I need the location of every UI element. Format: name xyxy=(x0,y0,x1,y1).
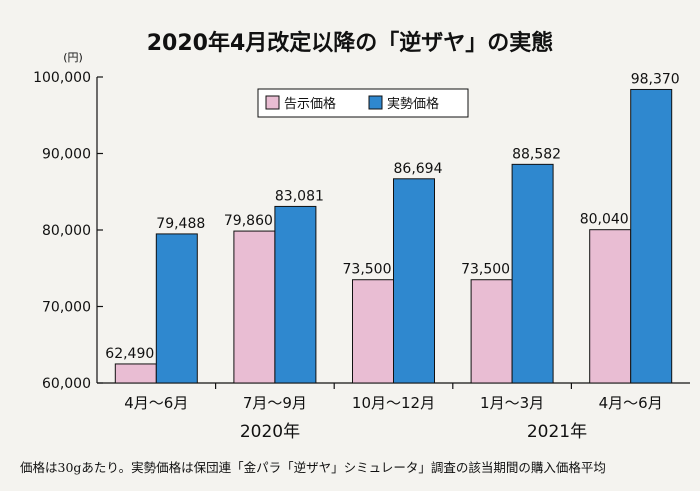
y-tick-label: 70,000 xyxy=(42,300,91,316)
data-label-notified: 79,860 xyxy=(224,213,273,229)
data-label-actual: 98,370 xyxy=(631,71,680,87)
category-label: 1月～3月 xyxy=(480,394,544,412)
y-tick-label: 60,000 xyxy=(42,376,91,392)
bar-actual-price xyxy=(155,233,198,384)
y-tick-label: 80,000 xyxy=(42,223,91,239)
legend-swatch-notified xyxy=(265,95,280,110)
legend-label-actual: 実勢価格 xyxy=(387,96,439,112)
data-label-actual: 83,081 xyxy=(275,188,324,204)
bar-notified-price xyxy=(352,279,394,384)
chart-title: 2020年4月改定以降の「逆ザヤ」の実態 xyxy=(147,30,554,56)
data-label-notified: 62,490 xyxy=(105,346,154,362)
legend-box xyxy=(257,88,469,118)
category-label: 4月～6月 xyxy=(599,394,663,412)
y-axis-unit: (円) xyxy=(63,51,83,64)
data-label-actual: 79,488 xyxy=(156,216,205,232)
data-label-notified: 73,500 xyxy=(461,262,510,278)
data-label-notified: 73,500 xyxy=(343,262,392,278)
y-axis-ticks: 60,000 70,000 80,000 90,000 100,000 xyxy=(33,70,103,392)
bar-notified-price xyxy=(233,230,276,384)
bar-actual-price xyxy=(630,88,673,384)
year-label-2021: 2021年 xyxy=(527,422,587,442)
bar-notified-price xyxy=(114,363,157,384)
footnote: 価格は30gあたり。実勢価格は保団連「金パラ「逆ザヤ」シミュレータ」調査の該当期… xyxy=(20,460,606,475)
y-tick-label: 100,000 xyxy=(33,70,91,86)
bars xyxy=(114,88,673,384)
category-label: 4月～6月 xyxy=(124,394,188,412)
data-label-actual: 86,694 xyxy=(394,161,443,177)
bar-actual-price xyxy=(511,163,554,384)
legend-label-notified: 告示価格 xyxy=(284,96,336,112)
data-label-actual: 88,582 xyxy=(512,146,561,162)
year-label-2020: 2020年 xyxy=(240,422,300,442)
category-labels: 4月～6月 7月～9月 10月～12月 1月～3月 4月～6月 xyxy=(124,394,662,412)
bar-notified-price xyxy=(470,279,513,384)
bar-actual-price xyxy=(393,178,435,384)
legend-swatch-actual xyxy=(368,95,383,110)
data-label-notified: 80,040 xyxy=(580,212,629,228)
category-label: 10月～12月 xyxy=(352,394,435,412)
category-label: 7月～9月 xyxy=(243,394,307,412)
bar-notified-price xyxy=(589,229,632,384)
bar-actual-price xyxy=(274,205,317,384)
legend: 告示価格 実勢価格 xyxy=(257,88,469,118)
y-tick-label: 90,000 xyxy=(42,147,91,163)
